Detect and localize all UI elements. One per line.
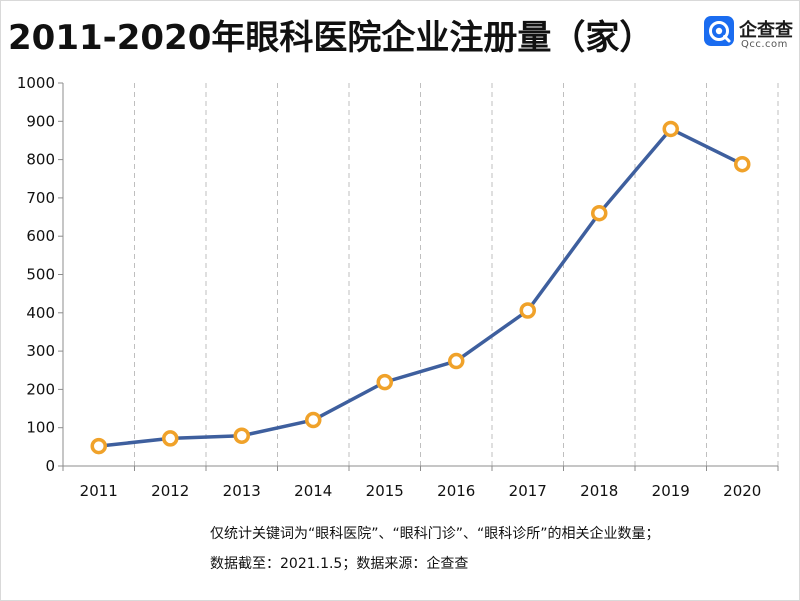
data-point [662, 120, 679, 138]
data-point [591, 204, 608, 222]
data-point [90, 437, 107, 455]
x-tick-label: 2012 [151, 482, 189, 500]
y-tick-label: 0 [45, 457, 55, 475]
chart-title: 2011-2020年眼科医院企业注册量（家） [8, 18, 654, 58]
footnote-scope: 仅统计关键词为“眼科医院”、“眼科门诊”、“眼科诊所”的相关企业数量； [210, 526, 660, 542]
x-tick-label: 2019 [652, 482, 690, 500]
y-tick-label: 1000 [17, 74, 55, 92]
x-tick-label: 2016 [437, 482, 475, 500]
y-tick-label: 800 [26, 151, 55, 169]
x-tick-label: 2017 [509, 482, 547, 500]
data-point [519, 302, 536, 319]
y-tick-label: 200 [26, 380, 55, 398]
data-point [376, 373, 393, 391]
footnote-source: 数据截至：2021.1.5；数据来源：企查查 [210, 556, 469, 572]
y-tick-label: 300 [26, 342, 55, 360]
logo-name: 企查查 [739, 20, 793, 41]
y-tick-label: 100 [26, 419, 55, 437]
qcc-logo: 企查查 Qcc.com [704, 12, 796, 54]
data-point [233, 427, 250, 444]
x-tick-label: 2014 [294, 482, 332, 500]
y-tick-label: 700 [26, 189, 55, 207]
y-tick-label: 500 [26, 266, 55, 284]
series-line [98, 127, 744, 448]
y-tick-label: 900 [26, 112, 55, 130]
y-tick-label: 600 [26, 227, 55, 245]
x-tick-label: 2020 [723, 482, 761, 500]
y-tick-label: 400 [26, 304, 55, 322]
x-tick-label: 2015 [366, 482, 404, 500]
data-point [162, 430, 179, 447]
x-tick-label: 2018 [580, 482, 618, 500]
data-point [448, 352, 465, 370]
data-point [305, 411, 322, 429]
x-tick-label: 2011 [80, 482, 118, 500]
qcc-logo-icon [704, 16, 734, 46]
logo-domain: Qcc.com [741, 39, 788, 50]
x-tick-label: 2013 [223, 482, 261, 500]
data-point [734, 155, 751, 173]
